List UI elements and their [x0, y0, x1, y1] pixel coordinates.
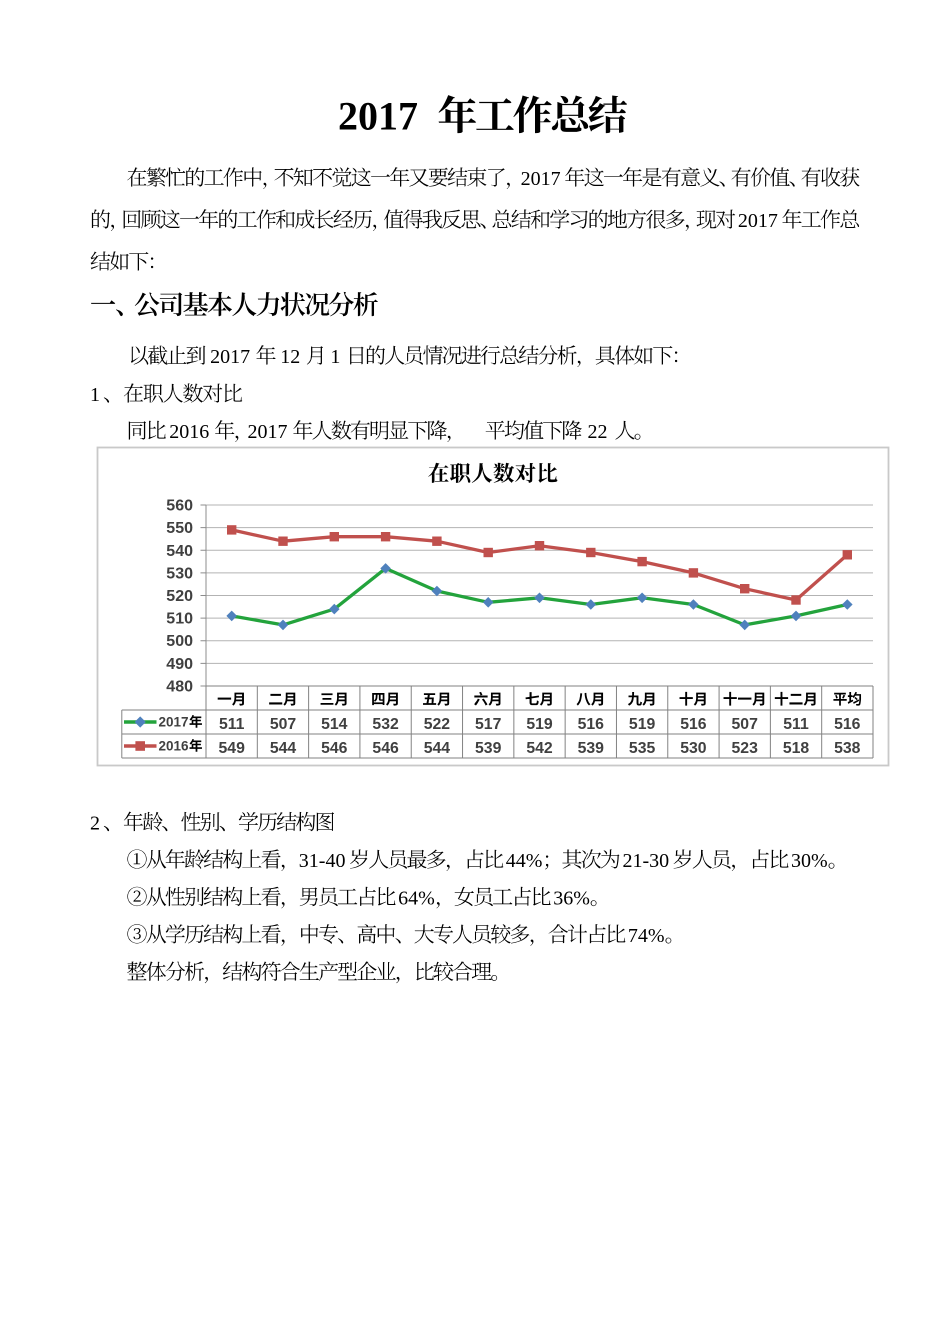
svg-text:549: 549 — [219, 740, 246, 757]
svg-text:544: 544 — [424, 740, 451, 757]
svg-text:490: 490 — [166, 656, 193, 673]
svg-text:507: 507 — [732, 716, 759, 733]
svg-text:510: 510 — [166, 611, 193, 628]
svg-text:44%: 44% — [506, 850, 543, 872]
svg-text:507: 507 — [270, 716, 297, 733]
svg-text:546: 546 — [321, 740, 348, 757]
svg-text:1: 1 — [90, 384, 100, 406]
svg-text:480: 480 — [166, 679, 193, 696]
svg-text:2017: 2017 — [248, 421, 288, 443]
svg-text:500: 500 — [166, 633, 193, 650]
svg-text:2017: 2017 — [338, 94, 418, 139]
svg-text:64%: 64% — [398, 887, 435, 909]
svg-text:540: 540 — [166, 543, 193, 560]
svg-text:516: 516 — [834, 716, 861, 733]
svg-text:517: 517 — [475, 716, 502, 733]
svg-text:518: 518 — [783, 740, 810, 757]
svg-text:22: 22 — [588, 421, 608, 443]
svg-text:2017: 2017 — [210, 346, 250, 368]
svg-text:1: 1 — [330, 346, 340, 368]
svg-text:542: 542 — [526, 740, 553, 757]
svg-text:30%: 30% — [791, 850, 828, 872]
svg-text:560: 560 — [166, 498, 193, 515]
svg-text:516: 516 — [680, 716, 707, 733]
svg-text:523: 523 — [732, 740, 759, 757]
svg-text:516: 516 — [578, 716, 605, 733]
svg-text:522: 522 — [424, 716, 451, 733]
svg-text:31-40: 31-40 — [299, 850, 346, 872]
svg-text:535: 535 — [629, 740, 656, 757]
svg-text:539: 539 — [475, 740, 502, 757]
svg-text:530: 530 — [166, 565, 193, 582]
svg-text:2016: 2016 — [159, 739, 190, 754]
svg-text:514: 514 — [321, 716, 348, 733]
svg-text:2017: 2017 — [159, 715, 189, 730]
svg-text:2016: 2016 — [169, 421, 209, 443]
svg-text:519: 519 — [526, 716, 553, 733]
svg-text:532: 532 — [372, 716, 399, 733]
svg-text:530: 530 — [680, 740, 707, 757]
svg-text:538: 538 — [834, 740, 861, 757]
svg-text:36%: 36% — [553, 887, 590, 909]
svg-text:550: 550 — [166, 520, 193, 537]
svg-text:2017: 2017 — [521, 168, 561, 190]
svg-text:519: 519 — [629, 716, 656, 733]
svg-text:2017: 2017 — [738, 210, 778, 232]
svg-text:539: 539 — [578, 740, 605, 757]
svg-text:21-30: 21-30 — [623, 850, 670, 872]
svg-text:511: 511 — [783, 716, 809, 733]
svg-text:520: 520 — [166, 588, 193, 605]
svg-text:544: 544 — [270, 740, 297, 757]
svg-text:511: 511 — [219, 716, 245, 733]
svg-text:546: 546 — [372, 740, 399, 757]
svg-text:2: 2 — [90, 813, 100, 835]
svg-text:74%: 74% — [628, 925, 665, 947]
svg-text:12: 12 — [280, 346, 300, 368]
